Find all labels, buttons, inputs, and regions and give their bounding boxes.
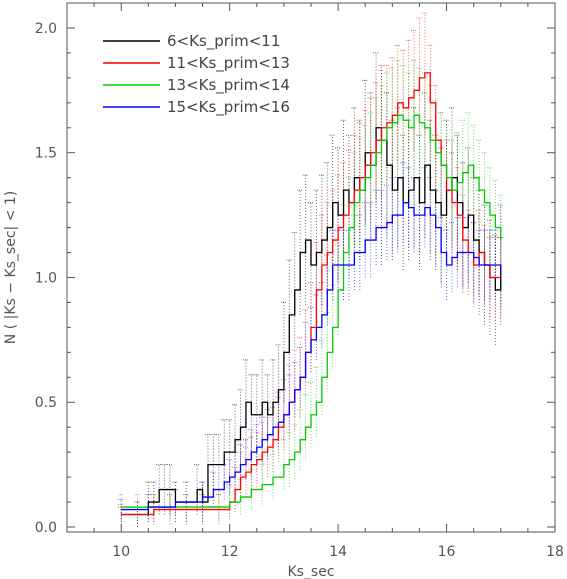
y-tick-label: 0.5 bbox=[35, 395, 57, 411]
legend: 6<Ks_prim<11 11<Ks_prim<13 13<Ks_prim<14 15… bbox=[103, 32, 290, 117]
y-tick-label: 2.0 bbox=[35, 21, 57, 37]
legend-label: 15<Ks_prim<16 bbox=[167, 98, 290, 117]
x-axis-label: Ks_sec bbox=[287, 564, 334, 579]
plot-frame bbox=[66, 2, 556, 533]
x-tick-label: 10 bbox=[112, 544, 130, 560]
x-axis: 10 12 14 16 18 bbox=[93, 3, 564, 560]
y-tick-label: 0.0 bbox=[35, 520, 57, 536]
y-tick-label: 1.5 bbox=[35, 146, 57, 162]
y-axis: 0.0 0.5 1.0 1.5 2.0 bbox=[35, 21, 555, 536]
x-tick-label: 12 bbox=[221, 544, 239, 560]
legend-label: 13<Ks_prim<14 bbox=[167, 76, 290, 95]
series-line bbox=[121, 72, 501, 516]
x-tick-label: 16 bbox=[438, 544, 456, 560]
series-lines-layer bbox=[121, 72, 502, 516]
legend-label: 6<Ks_prim<11 bbox=[167, 32, 280, 51]
legend-label: 11<Ks_prim<13 bbox=[167, 54, 290, 73]
y-tick-label: 1.0 bbox=[35, 270, 57, 286]
x-tick-label: 18 bbox=[546, 544, 564, 560]
series-line bbox=[121, 127, 502, 516]
y-axis-label: N ( |Ks − Ks_sec| < 1) bbox=[3, 191, 19, 344]
series-line bbox=[121, 114, 502, 508]
series-line bbox=[121, 201, 502, 511]
x-tick-label: 14 bbox=[329, 544, 347, 560]
